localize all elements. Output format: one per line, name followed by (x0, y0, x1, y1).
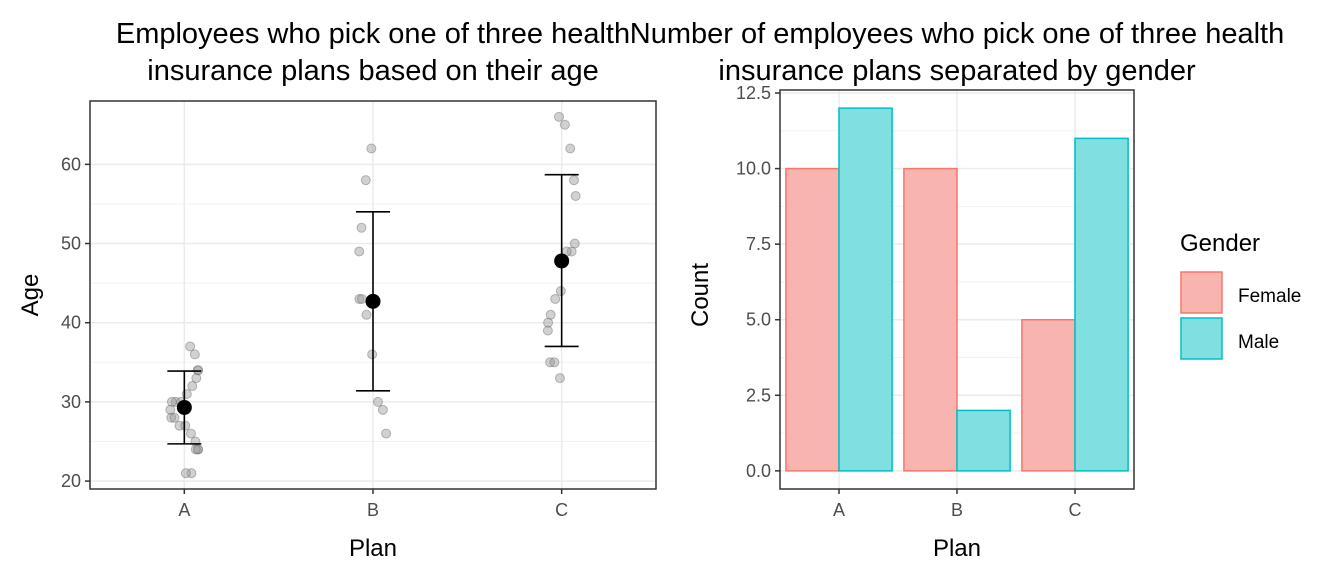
legend-key-female (1180, 271, 1223, 314)
data-point (381, 428, 392, 439)
legend-label-female: Female (1238, 286, 1301, 307)
summary-plan-B (356, 211, 390, 392)
bar-male-C (1074, 137, 1129, 472)
x-tick-label: C (555, 500, 568, 520)
y-tick-label: 7.5 (746, 234, 771, 254)
age-summary (167, 173, 579, 445)
age-x-ticks: A B C (178, 489, 568, 520)
bar-male-B (956, 409, 1011, 472)
x-tick-label: B (367, 500, 379, 520)
data-point (569, 175, 580, 186)
data-point (366, 143, 377, 154)
data-point (549, 357, 560, 368)
age-chart-title-line-2: insurance plans based on their age (147, 55, 598, 87)
data-point (559, 119, 570, 130)
data-point (189, 349, 200, 360)
data-point (550, 293, 561, 304)
data-point (569, 238, 580, 249)
gender-x-ticks: A B C (833, 489, 1082, 520)
data-point (565, 143, 576, 154)
x-tick-label: C (1069, 500, 1082, 520)
data-point (542, 325, 553, 336)
legend-title: Gender (1180, 230, 1260, 257)
y-tick-label: 20 (61, 471, 81, 491)
data-point (354, 293, 365, 304)
age-chart: 20 30 40 50 60 A B C Employees who pick one of… (17, 18, 657, 562)
data-point (169, 412, 180, 423)
y-tick-label: 10.0 (736, 159, 771, 179)
legend-label-male: Male (1238, 332, 1279, 353)
gender-chart-title-line-1: Number of employees who pick one of thre… (630, 18, 1284, 50)
mean-point (365, 293, 381, 309)
legend-key-male (1180, 317, 1223, 360)
bar-male-A (838, 107, 893, 472)
data-point (185, 428, 196, 439)
bar-female-A (785, 167, 840, 472)
data-point (356, 222, 367, 233)
data-point (361, 309, 372, 320)
legend: Gender Female Male (1180, 230, 1301, 360)
gender-x-axis-title: Plan (933, 535, 981, 562)
data-point (185, 341, 196, 352)
data-point (554, 111, 565, 122)
y-tick-label: 40 (61, 313, 81, 333)
data-point (545, 357, 556, 368)
age-y-ticks: 20 30 40 50 60 (61, 154, 90, 491)
data-point (570, 191, 581, 202)
data-point (186, 468, 197, 479)
data-point (372, 396, 383, 407)
data-point (166, 412, 177, 423)
y-tick-label: 12.5 (736, 83, 771, 103)
data-point (377, 404, 388, 415)
data-point (543, 317, 554, 328)
data-point (354, 246, 365, 257)
data-point (360, 175, 371, 186)
data-point (566, 246, 577, 257)
age-y-axis-title: Age (17, 274, 44, 317)
gender-chart-title-line-2: insurance plans separated by gender (718, 55, 1196, 87)
mean-point (554, 253, 570, 269)
data-point (192, 444, 203, 455)
y-tick-label: 5.0 (746, 310, 771, 330)
gender-chart: 0.0 2.5 5.0 7.5 10.0 12.5 A B C Number of emplo… (630, 18, 1302, 562)
y-tick-label: 2.5 (746, 385, 771, 405)
x-tick-label: B (951, 500, 963, 520)
bar-female-B (903, 167, 958, 472)
x-tick-label: A (833, 500, 845, 520)
summary-plan-A (167, 370, 202, 445)
y-tick-label: 30 (61, 392, 81, 412)
gender-y-axis-title: Count (687, 263, 714, 327)
data-point (545, 309, 556, 320)
data-point (187, 381, 198, 392)
data-point (180, 468, 191, 479)
data-point (554, 373, 565, 384)
data-point (191, 373, 202, 384)
y-tick-label: 60 (61, 154, 81, 174)
data-point (190, 444, 201, 455)
age-x-axis-title: Plan (349, 535, 397, 562)
x-tick-label: A (178, 500, 190, 520)
data-point (165, 404, 176, 415)
summary-plan-C (544, 173, 579, 348)
age-chart-title-line-1: Employees who pick one of three health (116, 18, 630, 50)
mean-point (176, 399, 192, 415)
data-point (193, 444, 204, 455)
y-tick-label: 50 (61, 234, 81, 254)
data-point (180, 420, 191, 431)
data-point (367, 349, 378, 360)
gender-bars (785, 107, 1129, 472)
bar-female-C (1021, 318, 1076, 472)
data-point (166, 396, 177, 407)
y-tick-label: 0.0 (746, 461, 771, 481)
data-point (356, 293, 367, 304)
gender-y-ticks: 0.0 2.5 5.0 7.5 10.0 12.5 (736, 83, 780, 481)
